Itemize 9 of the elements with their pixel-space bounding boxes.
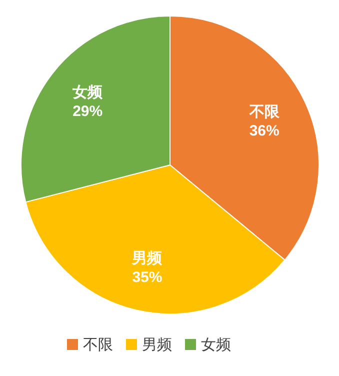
data-label: 36% <box>249 122 280 140</box>
data-label: 35% <box>132 268 162 286</box>
slice-label: 女频 <box>72 84 104 102</box>
legend-label: 女频 <box>201 336 231 354</box>
slice-label: 不限 <box>248 104 280 121</box>
legend-label: 男频 <box>142 336 172 354</box>
slice-label: 男频 <box>131 250 164 267</box>
data-label: 29% <box>72 103 103 120</box>
legend-label: 不限 <box>83 336 113 354</box>
